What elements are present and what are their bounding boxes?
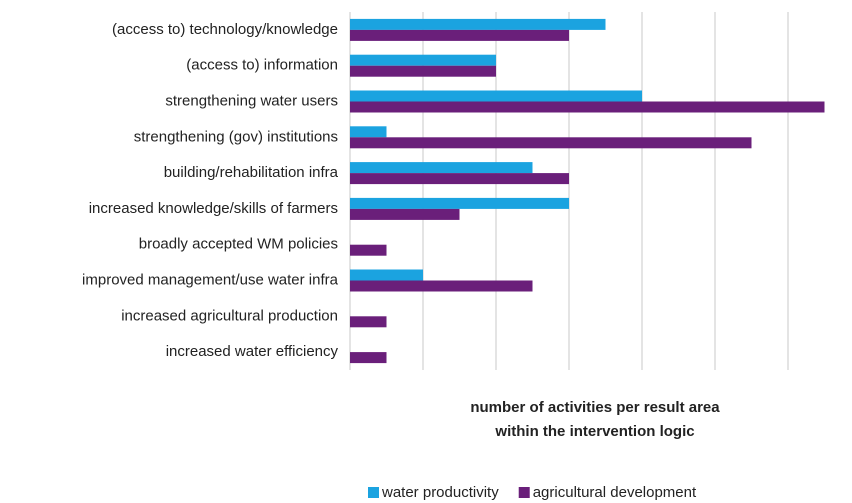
category-label: broadly accepted WM policies (139, 236, 338, 253)
x-axis-label: number of activities per result area (470, 399, 720, 416)
bar (350, 29, 569, 41)
bar (350, 18, 606, 30)
x-axis-label: within the intervention logic (494, 423, 694, 440)
category-label: increased water efficiency (166, 343, 339, 360)
category-label: (access to) technology/knowledge (112, 21, 338, 38)
bar (350, 65, 496, 77)
bar (350, 352, 387, 364)
bar (350, 90, 642, 102)
bar (350, 162, 533, 174)
bar (350, 197, 569, 209)
category-label: increased agricultural production (121, 307, 338, 324)
legend-swatch (518, 487, 530, 498)
category-label: (access to) information (186, 57, 338, 74)
legend-label: agricultural development (533, 484, 697, 501)
bar (350, 173, 569, 185)
bar (350, 137, 752, 149)
legend-swatch (368, 487, 379, 498)
legend-label: water productivity (381, 484, 499, 501)
bar (350, 126, 387, 138)
category-label: increased knowledge/skills of farmers (89, 200, 338, 217)
category-label: strengthening water users (165, 92, 338, 109)
bar (350, 316, 387, 328)
bar (350, 101, 825, 113)
bar (350, 208, 460, 220)
bar (350, 244, 387, 256)
bar (350, 280, 533, 292)
category-label: improved management/use water infra (82, 271, 339, 288)
bar (350, 269, 423, 281)
category-label: building/rehabilitation infra (164, 164, 339, 181)
category-label: strengthening (gov) institutions (134, 128, 338, 145)
bar (350, 54, 496, 66)
